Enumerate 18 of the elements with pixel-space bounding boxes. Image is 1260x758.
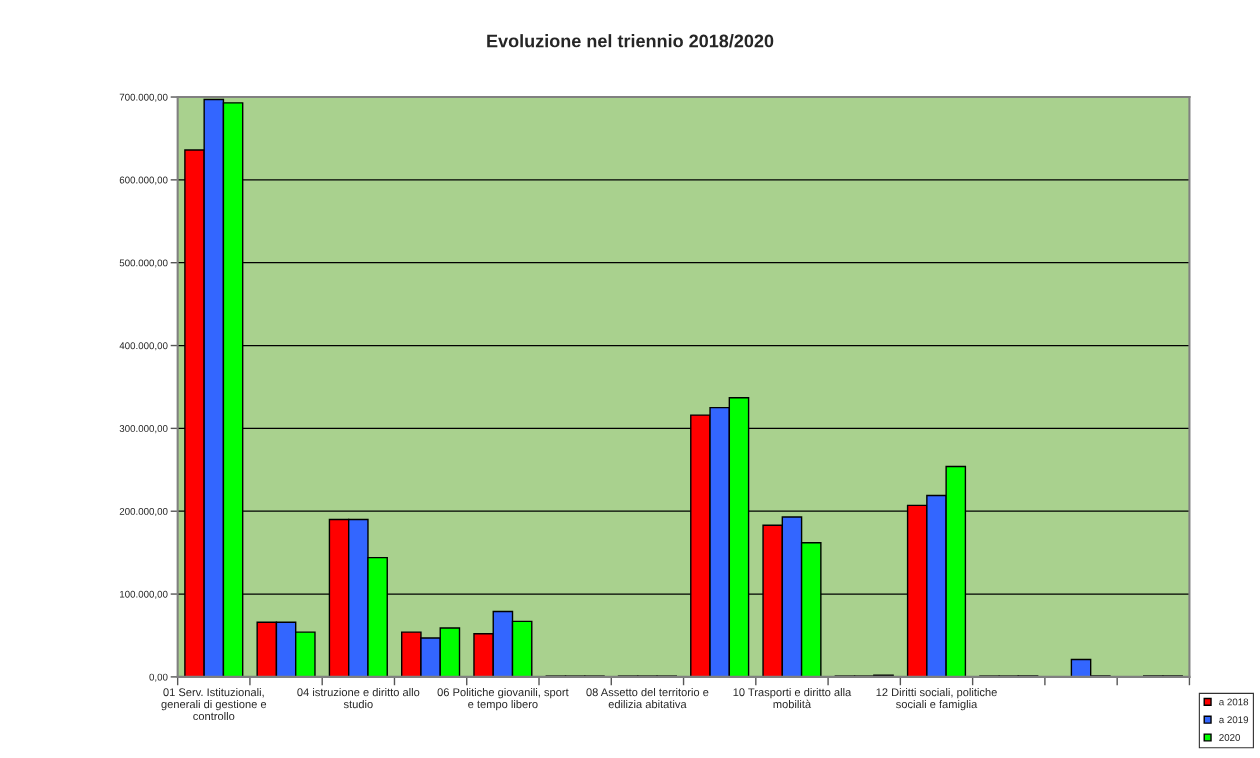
x-tick-label: 10 Trasporti e diritto alla mobilità [733,688,852,709]
legend-label: a 2018 [1219,698,1249,706]
y-tick-label: 200.000,00 [119,507,168,516]
legend-label: a 2019 [1219,716,1249,724]
y-tick-label: 500.000,00 [119,259,168,268]
x-tick-label: 12 Diritti sociali, politiche sociali e famiglia [876,688,997,711]
y-tick-label: 600.000,00 [119,176,168,185]
x-tick-label: 08 Assetto del territorio e edilizia abitativa [586,688,709,709]
y-tick-label: 0,00 [149,673,168,682]
legend-label: 2020 [1219,734,1241,741]
x-tick-label: 01 Serv. Istituzionali, generali di gestione e controllo [161,688,267,721]
y-tick-label: 300.000,00 [119,425,168,434]
y-tick-label: 700.000,00 [119,93,168,102]
chart-title: Evoluzione nel triennio 2018/2020 [487,34,774,48]
y-tick-label: 100.000,00 [120,590,168,599]
y-tick-label: 400.000,00 [119,342,168,351]
x-tick-label: 04 istruzione e diritto allo studio [297,688,420,709]
x-tick-label: 06 Politiche giovanili, sport e tempo libero [437,688,569,711]
